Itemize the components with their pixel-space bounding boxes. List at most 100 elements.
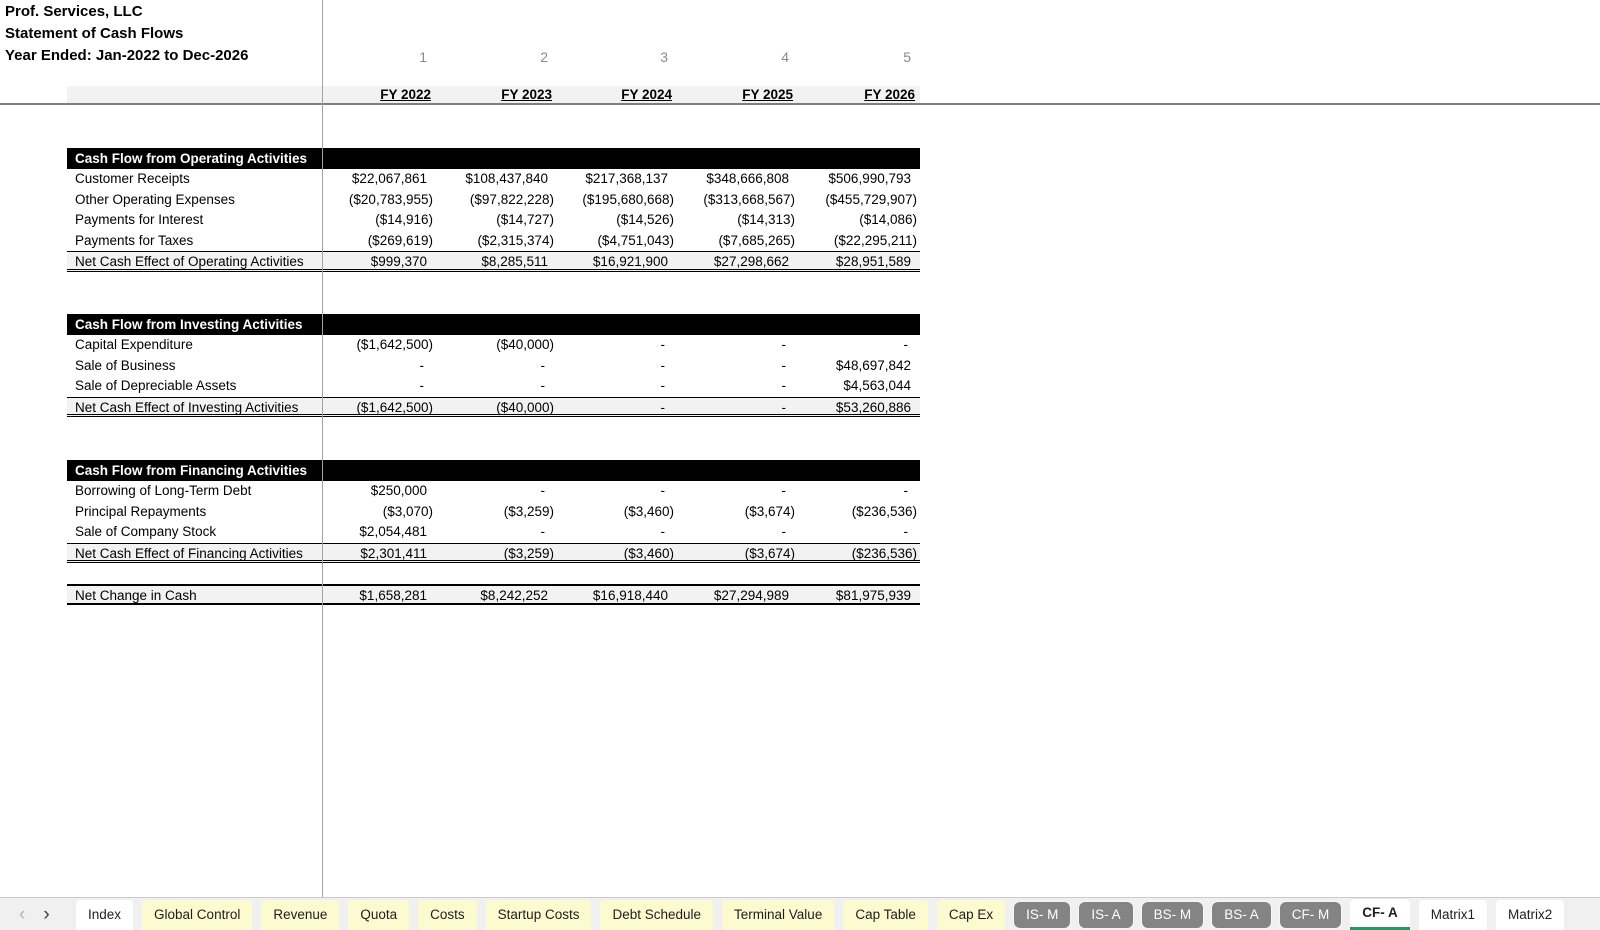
value-cell[interactable]: $348,666,808 xyxy=(706,171,789,186)
value-cell[interactable]: $48,697,842 xyxy=(835,357,911,373)
fy-column-header[interactable]: FY 2022 xyxy=(380,87,431,102)
value-cell[interactable]: - xyxy=(540,357,546,373)
value-cell[interactable]: - xyxy=(781,524,787,539)
value-cell[interactable]: - xyxy=(660,357,666,373)
scroll-tabs-right-icon[interactable]: › xyxy=(43,903,50,925)
value-cell[interactable]: - xyxy=(660,399,666,415)
value-cell[interactable]: - xyxy=(903,483,909,498)
value-cell[interactable]: ($236,536) xyxy=(851,503,917,519)
value-cell[interactable]: - xyxy=(903,337,909,352)
sheet-tab-global-control[interactable]: Global Control xyxy=(142,900,253,930)
value-cell[interactable]: ($313,668,567) xyxy=(703,191,795,207)
row-label[interactable]: Capital Expenditure xyxy=(75,337,193,352)
value-cell[interactable]: $217,368,137 xyxy=(585,171,668,186)
row-label[interactable]: Sale of Depreciable Assets xyxy=(75,378,237,393)
value-cell[interactable]: ($97,822,228) xyxy=(469,191,554,207)
sheet-tab-bs-m[interactable]: BS- M xyxy=(1141,902,1204,928)
sheet-tab-costs[interactable]: Costs xyxy=(418,900,477,930)
value-cell[interactable]: ($14,727) xyxy=(496,212,554,227)
row-label[interactable]: Principal Repayments xyxy=(75,503,207,519)
value-cell[interactable]: ($40,000) xyxy=(496,399,554,415)
sheet-tab-bs-a[interactable]: BS- A xyxy=(1212,902,1271,928)
value-cell[interactable]: - xyxy=(660,483,666,498)
value-cell[interactable]: ($3,674) xyxy=(744,545,795,561)
value-cell[interactable]: - xyxy=(540,378,546,393)
value-cell[interactable]: - xyxy=(903,524,909,539)
value-cell[interactable]: ($3,259) xyxy=(503,545,554,561)
value-cell[interactable]: ($4,751,043) xyxy=(597,232,674,248)
value-cell[interactable]: - xyxy=(419,357,425,373)
value-cell[interactable]: $2,054,481 xyxy=(359,524,427,539)
value-cell[interactable]: ($3,070) xyxy=(382,503,433,519)
value-cell[interactable]: ($1,642,500) xyxy=(356,337,433,352)
value-cell[interactable]: ($2,315,374) xyxy=(477,232,554,248)
sheet-tab-revenue[interactable]: Revenue xyxy=(261,900,340,930)
value-cell[interactable]: $506,990,793 xyxy=(828,171,911,186)
value-cell[interactable]: ($40,000) xyxy=(496,337,554,352)
value-cell[interactable]: $81,975,939 xyxy=(835,588,911,603)
value-cell[interactable]: ($7,685,265) xyxy=(718,232,795,248)
value-cell[interactable]: $8,285,511 xyxy=(481,254,548,269)
value-cell[interactable]: $28,951,589 xyxy=(835,254,911,269)
value-cell[interactable]: $27,298,662 xyxy=(713,254,789,269)
value-cell[interactable]: - xyxy=(540,483,546,498)
value-cell[interactable]: ($14,916) xyxy=(375,212,433,227)
row-label[interactable]: Customer Receipts xyxy=(75,171,190,186)
value-cell[interactable]: ($236,536) xyxy=(851,545,917,561)
value-cell[interactable]: ($455,729,907) xyxy=(825,191,917,207)
value-cell[interactable]: $8,242,252 xyxy=(480,588,548,603)
value-cell[interactable]: - xyxy=(419,378,425,393)
sheet-tab-is-a[interactable]: IS- A xyxy=(1079,902,1133,928)
net-change-label[interactable]: Net Change in Cash xyxy=(75,588,197,603)
fy-column-header[interactable]: FY 2023 xyxy=(501,87,552,102)
value-cell[interactable]: ($269,619) xyxy=(367,232,433,248)
value-cell[interactable]: ($20,783,955) xyxy=(348,191,433,207)
sheet-tab-matrix1[interactable]: Matrix1 xyxy=(1418,900,1487,930)
value-cell[interactable]: $53,260,886 xyxy=(835,399,911,415)
fy-column-header[interactable]: FY 2026 xyxy=(864,87,915,102)
sheet-tab-debt-schedule[interactable]: Debt Schedule xyxy=(600,900,714,930)
value-cell[interactable]: ($195,680,668) xyxy=(582,191,674,207)
value-cell[interactable]: $2,301,411 xyxy=(360,545,427,561)
sheet-tab-cf-a[interactable]: CF- A xyxy=(1350,899,1410,930)
fy-column-header[interactable]: FY 2024 xyxy=(621,87,672,102)
sheet-tab-quota[interactable]: Quota xyxy=(348,900,410,930)
row-label[interactable]: Payments for Interest xyxy=(75,212,204,227)
value-cell[interactable]: ($3,674) xyxy=(744,503,795,519)
value-cell[interactable]: $108,437,840 xyxy=(465,171,548,186)
row-label[interactable]: Borrowing of Long-Term Debt xyxy=(75,483,252,498)
value-cell[interactable]: ($14,526) xyxy=(616,212,674,227)
scroll-tabs-left-icon[interactable]: ‹ xyxy=(19,903,26,925)
value-cell[interactable]: ($14,313) xyxy=(737,212,795,227)
total-row-label[interactable]: Net Cash Effect of Investing Activities xyxy=(75,399,299,415)
sheet-tab-index[interactable]: Index xyxy=(76,900,134,930)
value-cell[interactable]: $4,563,044 xyxy=(843,378,911,393)
row-label[interactable]: Other Operating Expenses xyxy=(75,191,235,207)
value-cell[interactable]: - xyxy=(781,337,787,352)
value-cell[interactable]: ($3,460) xyxy=(623,503,674,519)
value-cell[interactable]: $1,658,281 xyxy=(359,588,427,603)
value-cell[interactable]: - xyxy=(540,524,546,539)
value-cell[interactable]: - xyxy=(660,524,666,539)
sheet-tab-cap-ex[interactable]: Cap Ex xyxy=(936,900,1006,930)
value-cell[interactable]: ($14,086) xyxy=(859,212,917,227)
sheet-tab-matrix2[interactable]: Matrix2 xyxy=(1495,900,1565,930)
row-label[interactable]: Sale of Company Stock xyxy=(75,524,217,539)
sheet-tab-cap-table[interactable]: Cap Table xyxy=(843,900,928,930)
value-cell[interactable]: $16,918,440 xyxy=(592,588,668,603)
value-cell[interactable]: $22,067,861 xyxy=(351,171,427,186)
row-label[interactable]: Payments for Taxes xyxy=(75,232,194,248)
value-cell[interactable]: ($3,460) xyxy=(623,545,674,561)
sheet-tab-startup-costs[interactable]: Startup Costs xyxy=(485,900,592,930)
value-cell[interactable]: - xyxy=(660,337,666,352)
value-cell[interactable]: - xyxy=(660,378,666,393)
total-row-label[interactable]: Net Cash Effect of Financing Activities xyxy=(75,545,303,561)
fy-column-header[interactable]: FY 2025 xyxy=(742,87,793,102)
value-cell[interactable]: ($3,259) xyxy=(503,503,554,519)
value-cell[interactable]: $999,370 xyxy=(370,254,427,269)
value-cell[interactable]: $250,000 xyxy=(370,483,427,498)
sheet-tab-terminal-value[interactable]: Terminal Value xyxy=(722,900,835,930)
value-cell[interactable]: - xyxy=(781,357,787,373)
value-cell[interactable]: $16,921,900 xyxy=(592,254,668,269)
value-cell[interactable]: - xyxy=(781,483,787,498)
